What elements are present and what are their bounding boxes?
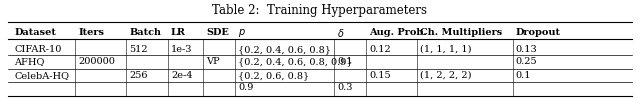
Text: Table 2:  Training Hyperparameters: Table 2: Training Hyperparameters [212, 4, 428, 17]
Text: $\delta$: $\delta$ [337, 27, 345, 39]
Text: (1, 1, 1, 1): (1, 1, 1, 1) [420, 45, 472, 54]
Text: 0.3: 0.3 [337, 83, 353, 92]
Text: 2e-4: 2e-4 [171, 71, 193, 80]
Text: CIFAR-10: CIFAR-10 [14, 45, 61, 54]
Text: {0.2, 0.4, 0.6, 0.8}: {0.2, 0.4, 0.6, 0.8} [238, 45, 331, 54]
Text: 512: 512 [129, 45, 148, 54]
Text: 256: 256 [129, 71, 148, 80]
Text: LR: LR [171, 28, 186, 37]
Text: (1, 2, 2, 2): (1, 2, 2, 2) [420, 71, 472, 80]
Text: 0.15: 0.15 [369, 71, 391, 80]
Text: 0.13: 0.13 [516, 45, 538, 54]
Text: 0.12: 0.12 [369, 45, 391, 54]
Text: VP: VP [206, 57, 220, 66]
Text: Dataset: Dataset [14, 28, 56, 37]
Text: 0.1: 0.1 [516, 71, 531, 80]
Text: 200000: 200000 [78, 57, 115, 66]
Text: Iters: Iters [78, 28, 104, 37]
Text: Ch. Multipliers: Ch. Multipliers [420, 28, 503, 37]
Text: CelebA-HQ: CelebA-HQ [14, 71, 69, 80]
Text: Aug. Prob.: Aug. Prob. [369, 28, 427, 37]
Text: 0.25: 0.25 [516, 57, 538, 66]
Text: {0.2, 0.4, 0.6, 0.8, 0.9}: {0.2, 0.4, 0.6, 0.8, 0.9} [238, 57, 353, 66]
Text: 1e-3: 1e-3 [171, 45, 193, 54]
Text: Batch: Batch [129, 28, 161, 37]
Text: 0.9: 0.9 [238, 83, 253, 92]
Text: SDE: SDE [206, 28, 229, 37]
Text: $p$: $p$ [238, 27, 246, 39]
Text: Dropout: Dropout [516, 28, 561, 37]
Text: AFHQ: AFHQ [14, 57, 44, 66]
Text: {0.2, 0.6, 0.8}: {0.2, 0.6, 0.8} [238, 71, 309, 80]
Text: 0.1: 0.1 [337, 57, 353, 66]
